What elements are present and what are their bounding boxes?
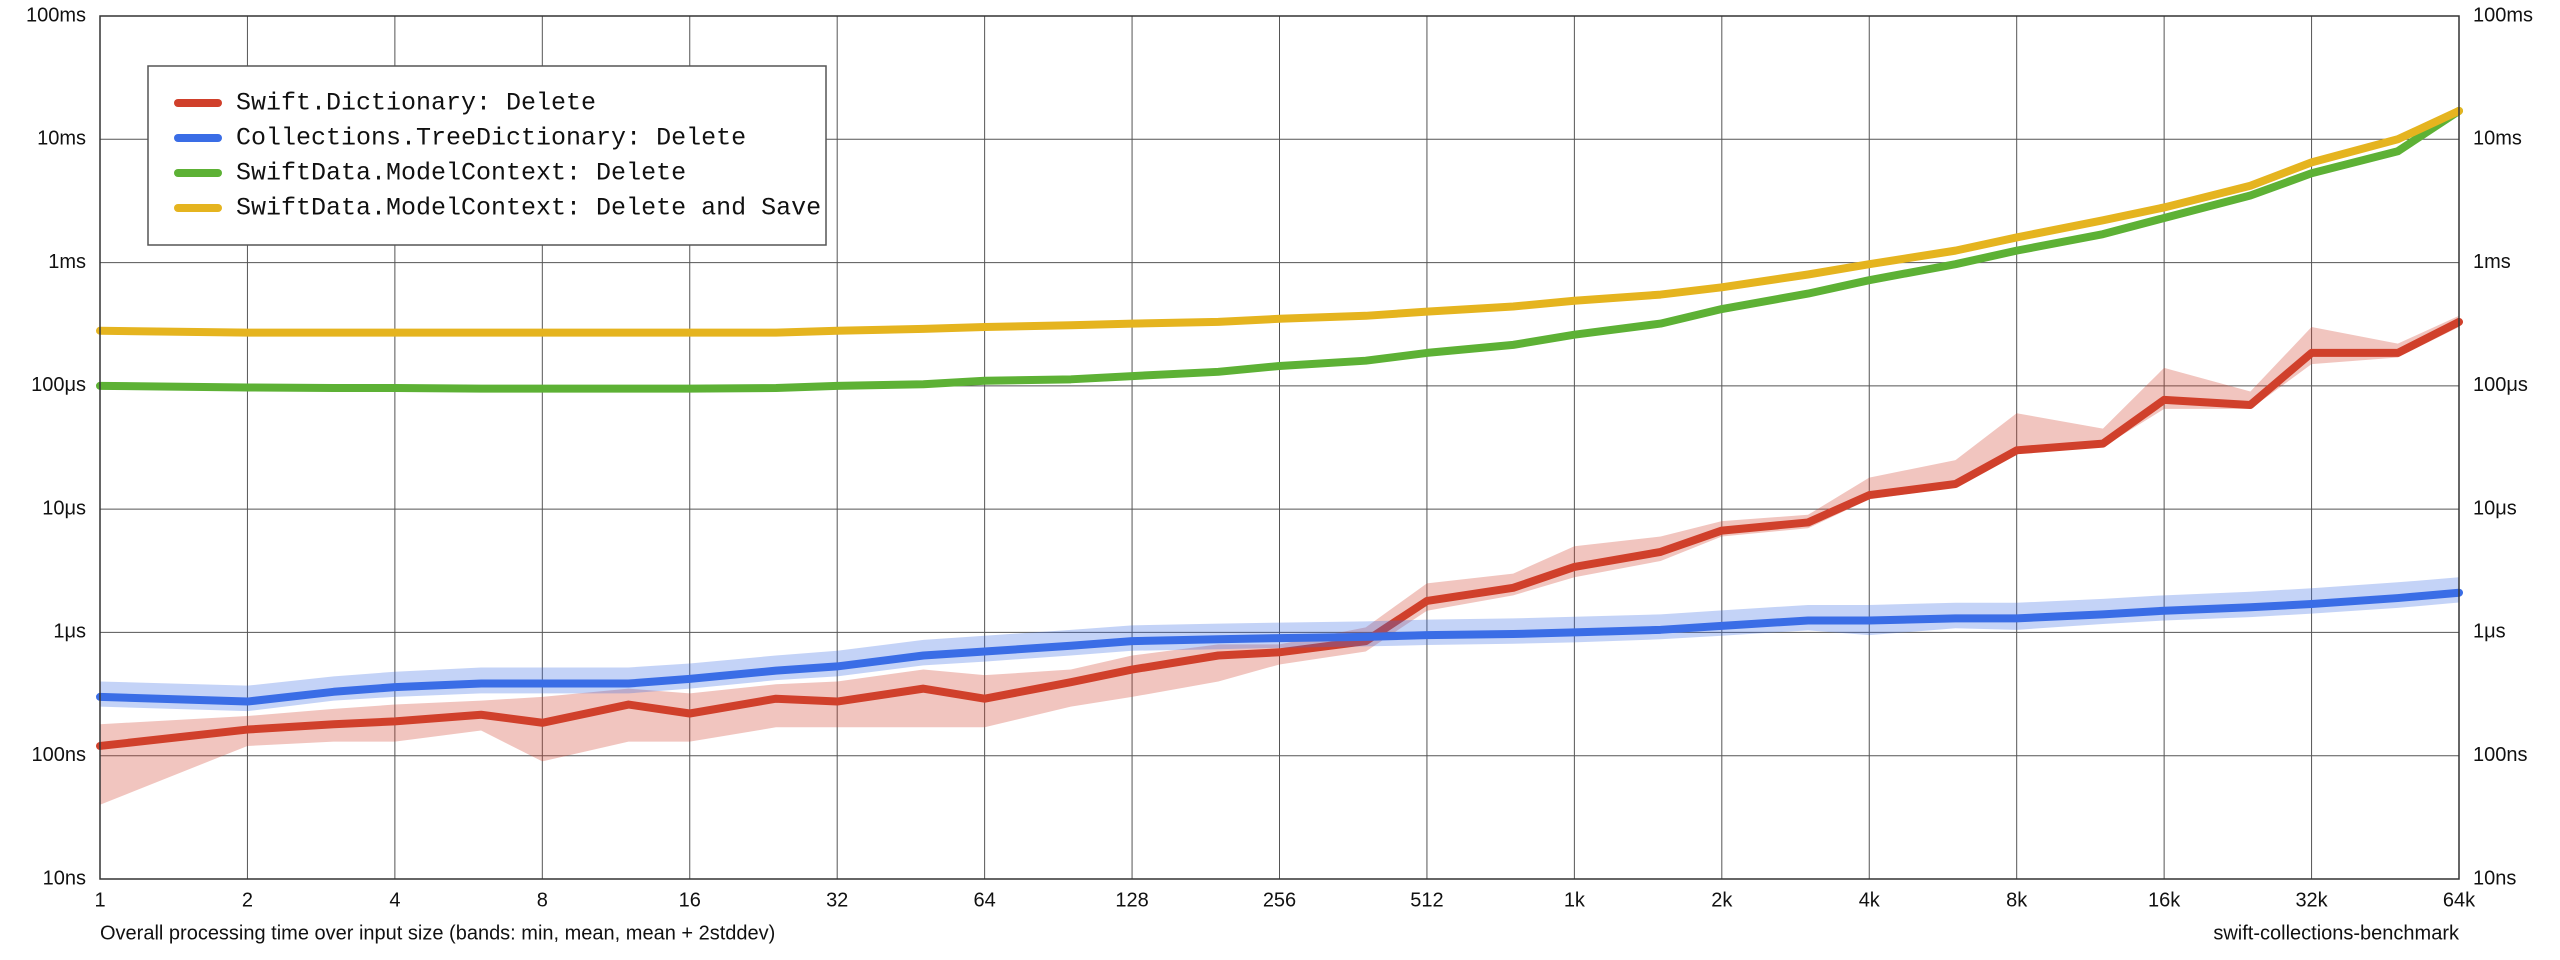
x-tick-label: 1k [1564,889,1586,911]
caption: Overall processing time over input size … [100,922,775,944]
y-tick-label: 10ms [37,128,86,150]
x-tick-label: 2k [1711,889,1733,911]
x-tick-label: 32k [2295,889,2328,911]
x-tick-label: 4k [1859,889,1881,911]
x-tick-label: 64 [974,889,996,911]
x-tick-label: 8k [2006,889,2028,911]
x-tick-label: 64k [2443,889,2476,911]
plot-border [99,15,2460,880]
y2-tick-label: 1μs [2473,621,2506,643]
y2-tick-label: 100ns [2473,744,2528,766]
x-tick-label: 512 [1410,889,1443,911]
series-line [96,588,2463,706]
x-tick-label: 1 [94,889,105,911]
x-tick-label: 32 [826,889,848,911]
series-line [96,106,2463,393]
y2-tick-label: 100μs [2473,374,2528,396]
y2-tick-label: 10ms [2473,128,2522,150]
y-tick-label: 100ms [26,4,86,26]
x-tick-label: 2 [242,889,253,911]
x-tick-label: 128 [1115,889,1148,911]
x-tick-label: 16k [2148,889,2181,911]
x-tick-label: 4 [389,889,400,911]
y2-tick-label: 100ms [2473,4,2533,26]
legend-label: SwiftData.ModelContext: Delete and Save [236,194,821,223]
y2-tick-label: 10ns [2473,867,2516,889]
x-tick-label: 256 [1263,889,1296,911]
x-tick-label: 8 [537,889,548,911]
y-tick-label: 100ns [32,744,87,766]
source: swift-collections-benchmark [2213,922,2460,944]
legend-label: SwiftData.ModelContext: Delete [236,159,686,188]
y-tick-label: 100μs [31,374,86,396]
y-tick-label: 10ns [43,867,86,889]
y-tick-label: 10μs [42,497,86,519]
y2-tick-label: 10μs [2473,497,2517,519]
legend-label: Collections.TreeDictionary: Delete [236,124,746,153]
series-line [96,106,2463,337]
series-line [96,317,2463,750]
legend-label: Swift.Dictionary: Delete [236,89,596,118]
y-tick-label: 1μs [53,621,86,643]
legend-box [147,65,827,246]
y-tick-label: 1ms [48,251,86,273]
y2-tick-label: 1ms [2473,251,2511,273]
x-tick-label: 16 [679,889,701,911]
